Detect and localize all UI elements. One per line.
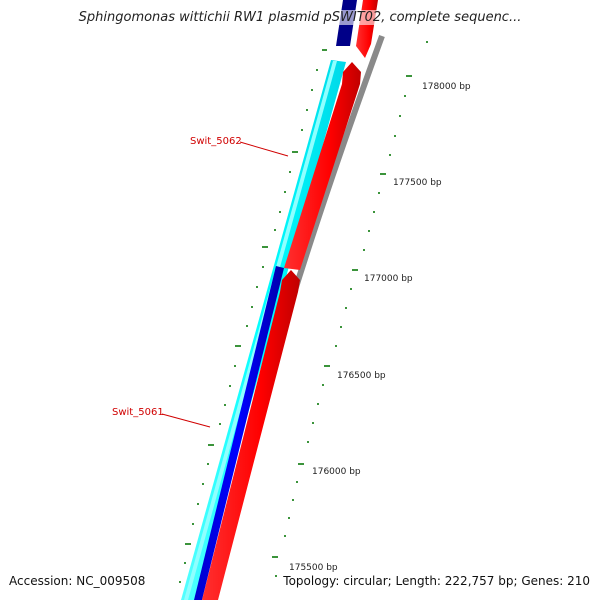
bp-label-176500: 176500 bp <box>337 371 386 381</box>
bp-label-176000: 176000 bp <box>312 467 361 477</box>
gene-feature-blue <box>194 266 284 600</box>
bp-label-177500: 177500 bp <box>393 178 442 188</box>
bp-label-178000: 178000 bp <box>422 82 471 92</box>
bp-label-175500: 175500 bp <box>289 563 338 573</box>
gene-label-swit-5061[interactable]: Swit_5061 <box>112 407 164 418</box>
gene-leader-swit-5061 <box>161 413 211 428</box>
accession-text: Accession: NC_009508 <box>9 574 146 588</box>
bp-label-177000: 177000 bp <box>364 274 413 284</box>
inner-ticks <box>179 49 327 583</box>
topology-text: Topology: circular; Length: 222,757 bp; … <box>283 574 590 588</box>
map-title: Sphingomonas wittichii RW1 plasmid pSWIT… <box>0 10 600 25</box>
gene-label-swit-5062[interactable]: Swit_5062 <box>190 136 242 147</box>
gene-leader-swit-5062 <box>239 141 289 157</box>
outer-ticks <box>272 41 428 577</box>
gene-arrow-red-middle <box>284 62 361 270</box>
gene-arrow-red-lower <box>202 270 300 600</box>
